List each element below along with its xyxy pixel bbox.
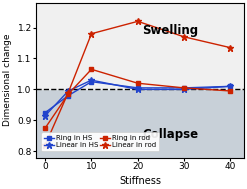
- Ring in rod: [67, 93, 70, 95]
- Linear in HS: [229, 85, 232, 88]
- Linear in rod: [90, 33, 93, 35]
- Bar: [36, 3, 244, 89]
- Ring in rod: [229, 90, 232, 92]
- Bar: [36, 89, 244, 157]
- Ring in HS: [67, 94, 70, 97]
- Linear in rod: [67, 91, 70, 94]
- Linear in HS: [90, 79, 93, 81]
- Ring in rod: [136, 82, 139, 84]
- X-axis label: Stiffness: Stiffness: [119, 176, 161, 186]
- Ring in rod: [183, 87, 185, 89]
- Linear in HS: [67, 90, 70, 92]
- Line: Linear in rod: Linear in rod: [42, 18, 234, 149]
- Linear in HS: [44, 115, 47, 117]
- Ring in HS: [229, 85, 232, 88]
- Linear in rod: [229, 46, 232, 49]
- Text: Swelling: Swelling: [142, 24, 198, 37]
- Linear in rod: [136, 20, 139, 22]
- Y-axis label: Dimensional change: Dimensional change: [3, 34, 12, 126]
- Legend: Ring in HS, Linear in HS, Ring in rod, Linear in rod: Ring in HS, Linear in HS, Ring in rod, L…: [41, 132, 159, 151]
- Linear in HS: [183, 88, 185, 91]
- Ring in rod: [90, 68, 93, 70]
- Linear in rod: [44, 144, 47, 146]
- Ring in HS: [183, 87, 185, 89]
- Linear in rod: [183, 36, 185, 38]
- Ring in HS: [136, 87, 139, 89]
- Line: Ring in rod: Ring in rod: [43, 67, 233, 130]
- Linear in HS: [136, 88, 139, 91]
- Text: Collapse: Collapse: [142, 128, 198, 141]
- Line: Linear in HS: Linear in HS: [42, 77, 234, 119]
- Ring in HS: [44, 112, 47, 114]
- Ring in rod: [44, 127, 47, 129]
- Ring in HS: [90, 81, 93, 83]
- Line: Ring in HS: Ring in HS: [43, 79, 233, 115]
